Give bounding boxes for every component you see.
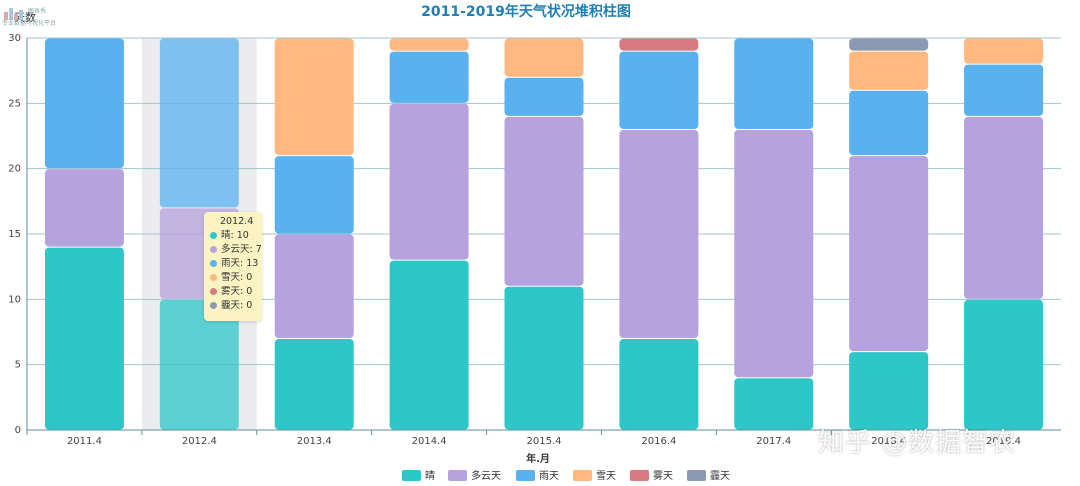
x-tick-label: 2019.4 <box>986 436 1021 447</box>
legend-swatch-雾天[interactable] <box>630 470 649 481</box>
bar-2014.4-雪天[interactable] <box>389 38 469 51</box>
legend-swatch-多云天[interactable] <box>448 470 467 481</box>
y-tick-label: 5 <box>15 360 21 371</box>
x-tick-label: 2011.4 <box>67 436 102 447</box>
y-tick-label: 20 <box>8 164 21 175</box>
tooltip-dot-icon <box>210 302 217 309</box>
bar-2017.4-雨天[interactable] <box>734 38 814 129</box>
bar-2019.4-雨天[interactable] <box>964 64 1044 116</box>
x-tick-label: 2016.4 <box>641 436 676 447</box>
legend-swatch-雪天[interactable] <box>573 470 592 481</box>
tooltip-dot-icon <box>210 246 217 253</box>
axes: 0 5 10 15 20 25 30 2011.4 2012.4 2013.4 2014.4 2015… <box>8 33 1061 447</box>
x-axis-label: 年.月 <box>526 452 550 465</box>
bar-2013.4-雪天[interactable] <box>274 38 354 156</box>
y-tick-label: 25 <box>8 98 21 109</box>
bar-2015.4-雨天[interactable] <box>504 77 584 116</box>
y-tick-label: 15 <box>8 229 21 240</box>
tooltip-dot-icon <box>210 260 217 267</box>
tooltip-dot-icon <box>210 232 217 239</box>
tooltip-row: 多云天: 7 <box>210 243 262 257</box>
tooltip-row-text: 多云天: 7 <box>221 244 262 255</box>
tooltip-row-text: 雾天: 0 <box>221 286 253 297</box>
x-tick-label: 2017.4 <box>756 436 791 447</box>
tooltip-row-text: 雨天: 13 <box>221 258 259 269</box>
bar-2013.4-晴[interactable] <box>274 339 354 430</box>
tooltip-row: 雪天: 0 <box>210 271 262 285</box>
bar-2017.4-多云天[interactable] <box>734 129 814 378</box>
y-tick-label: 30 <box>8 33 21 44</box>
bar-2012.4-雨天[interactable] <box>159 38 239 208</box>
bar-2018.4-晴[interactable] <box>849 352 929 430</box>
tooltip-dot-icon <box>210 274 217 281</box>
bar-2019.4-雪天[interactable] <box>964 38 1044 64</box>
chart-title: 2011-2019年天气状况堆积柱图 <box>421 3 631 20</box>
bars[interactable] <box>44 38 1044 430</box>
logo-subtext: 专业数据可视化平台 <box>2 20 57 27</box>
bar-2016.4-雨天[interactable] <box>619 51 699 129</box>
bar-2014.4-晴[interactable] <box>389 260 469 430</box>
bar-2015.4-雪天[interactable] <box>504 38 584 77</box>
bar-2014.4-雨天[interactable] <box>389 51 469 103</box>
bar-2018.4-雨天[interactable] <box>849 90 929 156</box>
bar-2012.4-晴[interactable] <box>159 299 239 430</box>
legend-swatch-霾天[interactable] <box>687 470 706 481</box>
tooltip-dot-icon <box>210 288 217 295</box>
bar-2011.4-雨天[interactable] <box>44 38 124 169</box>
legend-swatch-晴[interactable] <box>402 470 421 481</box>
logo-text: 图表秀 <box>28 8 47 15</box>
legend-label-雪天[interactable]: 雪天 <box>596 470 616 482</box>
y-tick-label: 0 <box>15 425 21 436</box>
bar-2016.4-晴[interactable] <box>619 339 699 430</box>
logo: 图表秀 专业数据可视化平台 <box>2 4 62 27</box>
bar-2015.4-多云天[interactable] <box>504 116 584 286</box>
legend-label-多云天[interactable]: 多云天 <box>471 469 501 482</box>
bar-2018.4-雪天[interactable] <box>849 51 929 90</box>
bar-2013.4-多云天[interactable] <box>274 234 354 339</box>
bar-2019.4-多云天[interactable] <box>964 116 1044 299</box>
tooltip-row: 晴: 10 <box>210 229 262 243</box>
bar-2011.4-晴[interactable] <box>44 247 124 430</box>
bar-2017.4-晴[interactable] <box>734 378 814 430</box>
bar-2011.4-多云天[interactable] <box>44 169 124 247</box>
tooltip-row-text: 雪天: 0 <box>221 272 253 283</box>
legend-label-雾天[interactable]: 雾天 <box>653 470 673 482</box>
tooltip-row-text: 晴: 10 <box>221 230 249 241</box>
legend[interactable]: 晴 多云天 雨天 雪天 雾天 霾天 <box>402 469 730 482</box>
bar-2018.4-霾天[interactable] <box>849 38 929 51</box>
x-tick-label: 2018.4 <box>871 436 906 447</box>
bar-2019.4-晴[interactable] <box>964 299 1044 430</box>
x-tick-label: 2013.4 <box>297 436 332 447</box>
tooltip-row: 霾天: 0 <box>210 299 262 313</box>
watermark: 知乎 @数据智农 <box>818 428 1017 458</box>
bar-2018.4-多云天[interactable] <box>849 156 929 352</box>
x-tick-label: 2012.4 <box>182 436 217 447</box>
legend-swatch-雨天[interactable] <box>516 470 535 481</box>
y-tick-label: 10 <box>8 294 21 305</box>
tooltip-row: 雨天: 13 <box>210 257 262 271</box>
tooltip: 2012.4 晴: 10 多云天: 7 雨天: 13 雪天: 0 雾天: 0 霾天: 0 <box>204 212 262 321</box>
legend-label-雨天[interactable]: 雨天 <box>539 471 559 482</box>
bar-2015.4-晴[interactable] <box>504 286 584 430</box>
legend-label-晴[interactable]: 晴 <box>425 469 435 482</box>
bar-2013.4-雨天[interactable] <box>274 156 354 234</box>
tooltip-row: 雾天: 0 <box>210 285 262 299</box>
legend-label-霾天[interactable]: 霾天 <box>710 470 730 482</box>
bar-2016.4-多云天[interactable] <box>619 129 699 339</box>
x-tick-label: 2015.4 <box>527 436 562 447</box>
x-tick-label: 2014.4 <box>412 436 447 447</box>
bar-2016.4-雾天[interactable] <box>619 38 699 51</box>
tooltip-title: 2012.4 <box>220 216 254 227</box>
tooltip-row-text: 霾天: 0 <box>221 300 253 311</box>
bar-2014.4-多云天[interactable] <box>389 103 469 260</box>
